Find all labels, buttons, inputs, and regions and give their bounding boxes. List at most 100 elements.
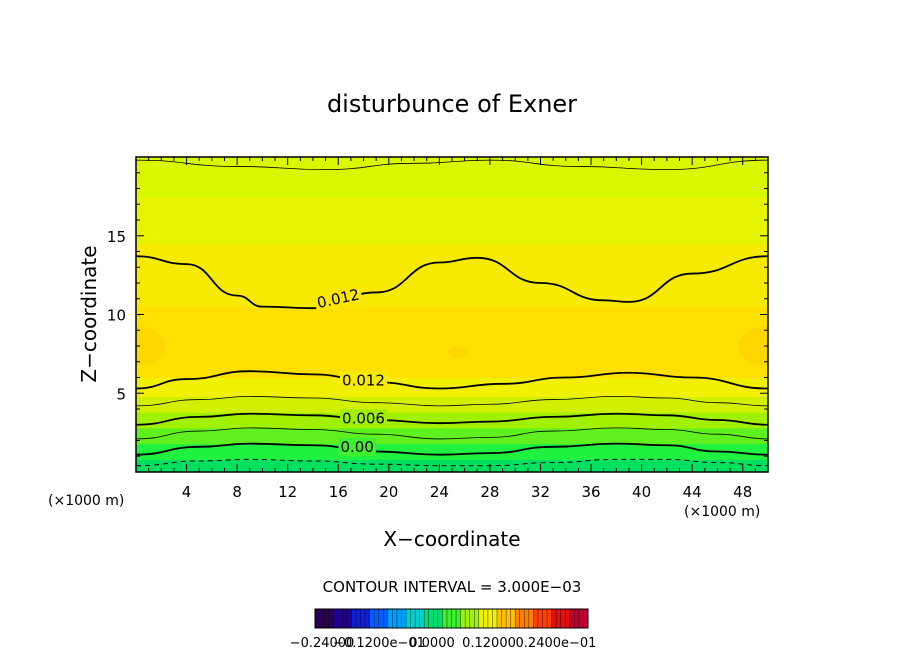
colorbar-cell	[524, 609, 530, 628]
colorbar-cell	[383, 609, 389, 628]
colorbar-cell	[378, 609, 384, 628]
colorbar-cell	[478, 609, 484, 628]
colorbar-cell	[560, 609, 566, 628]
contour-fill-core	[448, 346, 469, 359]
colorbar-cell	[360, 609, 366, 628]
colorbar-cell	[578, 609, 584, 628]
contour-line-negative	[136, 458, 768, 467]
colorbar-cell	[542, 609, 548, 628]
colorbar-labels: −0.24000 −0.1200e−01 0.0000 0.12000 0.24…	[290, 636, 597, 651]
colorbar-label: 0.0000	[409, 636, 455, 651]
x-unit-left: (×1000 m)	[48, 493, 124, 509]
contour-fill-core	[738, 326, 768, 366]
y-tick-label: 5	[116, 385, 126, 403]
colorbar-frame	[314, 608, 589, 629]
colorbar-cell	[419, 609, 425, 628]
colorbar-cell	[401, 609, 407, 628]
colorbar-cell	[487, 609, 493, 628]
contour-line	[136, 159, 768, 171]
colorbar-cell	[451, 609, 457, 628]
colorbar-label: −0.1200e−01	[333, 636, 425, 651]
x-tick-label: 40	[632, 483, 651, 501]
contour-fill-band	[136, 427, 768, 445]
colorbar-cell	[547, 609, 552, 628]
contour-fill-band	[136, 396, 768, 413]
colorbar-cell	[342, 609, 348, 628]
contour-label: 0.00	[340, 438, 373, 456]
colorbar-cell	[537, 609, 543, 628]
contour-fill-band	[136, 196, 768, 245]
contour-lines	[136, 159, 768, 467]
colorbar-cell	[315, 609, 320, 628]
colorbar-cell	[319, 609, 325, 628]
x-tick-label: 20	[379, 483, 398, 501]
contour-line	[136, 255, 768, 310]
filled-contour-bands	[136, 157, 768, 472]
contour-label: 0.006	[342, 409, 385, 427]
colorbar-cell	[515, 609, 521, 628]
colorbar-cell	[374, 609, 379, 628]
colorbar-cell	[387, 609, 393, 628]
colorbar-cell	[333, 609, 339, 628]
contour-line	[136, 370, 768, 390]
colorbar	[314, 608, 589, 629]
contour-fill-band	[136, 412, 768, 429]
colorbar-cell	[528, 609, 534, 628]
colorbar-cell	[474, 609, 480, 628]
colorbar-cell	[456, 609, 461, 628]
colorbar-cell	[556, 609, 561, 628]
colorbar-cell	[442, 609, 448, 628]
x-tick-label: 28	[480, 483, 499, 501]
chart-title: disturbunce of Exner	[327, 90, 577, 118]
x-tick-label: 16	[329, 483, 348, 501]
colorbar-cell	[446, 609, 452, 628]
contour-fill-band	[136, 157, 768, 197]
colorbar-cell	[437, 609, 443, 628]
contour-fill-band	[136, 306, 768, 378]
colorbar-cell	[424, 609, 430, 628]
x-tick-label: 44	[683, 483, 702, 501]
contour-line	[136, 442, 768, 456]
contour-label: 0.012	[342, 372, 385, 390]
colorbar-cell	[324, 609, 329, 628]
colorbar-cell	[551, 609, 557, 628]
contour-fill-band	[136, 443, 768, 460]
contour-line	[136, 412, 768, 426]
contour-interval-text: CONTOUR INTERVAL = 3.000E−03	[323, 578, 582, 596]
x-tick-label: 24	[430, 483, 449, 501]
colorbar-cell	[328, 609, 334, 628]
colorbar-cell	[410, 609, 416, 628]
contour-fill-core	[136, 326, 166, 366]
contour-line	[136, 427, 768, 440]
contour-label-bg	[340, 409, 387, 428]
colorbar-label: −0.24000	[290, 636, 355, 651]
contour-label-bg	[340, 371, 387, 390]
colorbar-cell	[533, 609, 539, 628]
colorbar-cell	[460, 609, 466, 628]
colorbar-cell	[346, 609, 352, 628]
colorbar-cell	[574, 609, 580, 628]
colorbar-cell	[469, 609, 475, 628]
colorbar-cell	[433, 609, 439, 628]
colorbar-cell	[519, 609, 525, 628]
colorbar-cell	[465, 609, 470, 628]
x-tick-label: 48	[733, 483, 752, 501]
contour-fill-band	[136, 243, 768, 308]
colorbar-cell	[415, 609, 420, 628]
colorbar-cell	[569, 609, 575, 628]
colorbar-cell	[392, 609, 398, 628]
colorbar-cell	[497, 609, 502, 628]
colorbar-cell	[337, 609, 343, 628]
y-axis-label: Z−coordinate	[77, 245, 101, 382]
colorbar-cell	[510, 609, 516, 628]
x-tick-label: 36	[581, 483, 600, 501]
colorbar-cell	[396, 609, 402, 628]
colorbar-label: 0.12000	[462, 636, 516, 651]
contour-line	[136, 395, 768, 407]
colorbar-cell	[351, 609, 357, 628]
contour-label-bg	[338, 437, 376, 456]
x-unit-right: (×1000 m)	[684, 504, 760, 520]
x-tick-label: 12	[278, 483, 297, 501]
